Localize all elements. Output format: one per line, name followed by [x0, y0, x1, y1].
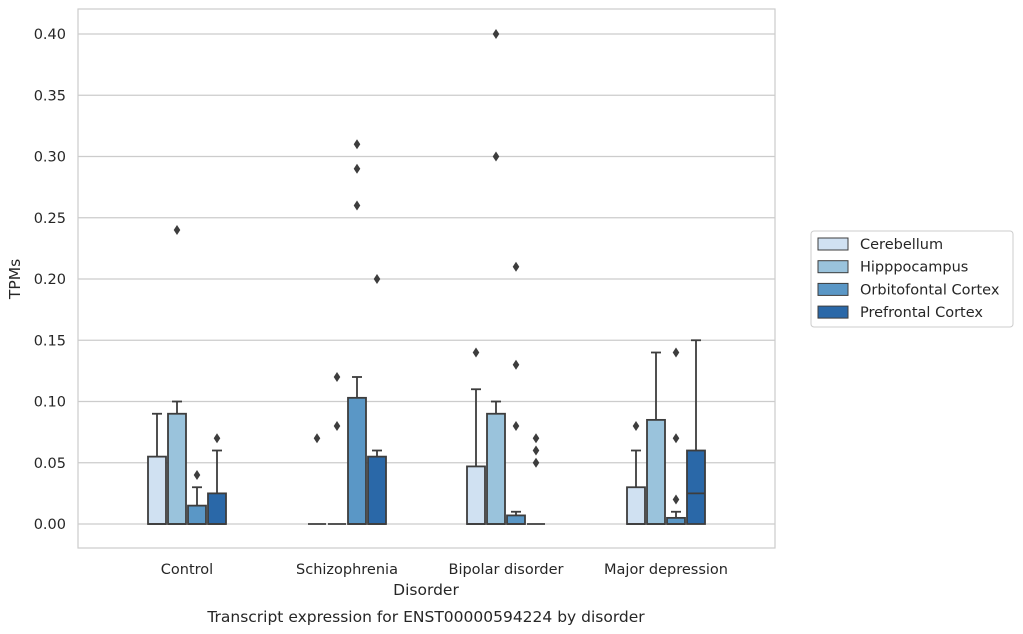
box-group [167, 225, 187, 525]
legend-label: Cerebellum [860, 237, 943, 253]
outlier-point [492, 151, 500, 162]
outlier-point [333, 421, 341, 431]
box-group [347, 139, 367, 525]
y-tick-label: 0.30 [34, 150, 66, 166]
outlier-point [333, 372, 341, 382]
legend-item: Cerebellum [817, 237, 943, 253]
x-tick-labels: Control Schizophrenia Bipolar disorder Majo… [161, 562, 728, 578]
legend-item: Prefrontal Cortex [817, 305, 983, 321]
outlier-point [672, 347, 680, 358]
x-tick-label: Schizophrenia [296, 562, 398, 578]
legend-swatch [817, 260, 849, 274]
y-tick-label: 0.10 [34, 395, 66, 411]
box-group [367, 274, 387, 525]
legend-item: Hipppocampus [817, 260, 968, 276]
series-prefrontal-cortex [207, 274, 706, 525]
outlier-point [353, 139, 361, 150]
chart-caption: Transcript expression for ENST0000059422… [206, 608, 645, 626]
plot-area-frame [77, 8, 776, 549]
box-group [666, 347, 686, 525]
box-iqr [367, 455, 387, 525]
box-iqr [626, 486, 646, 525]
outlier-point [193, 470, 201, 480]
outlier-point [472, 347, 480, 358]
box-iqr [167, 412, 187, 525]
box-group [187, 470, 207, 525]
box-iqr [466, 465, 486, 525]
outlier-point [532, 457, 540, 468]
box-group [626, 421, 646, 525]
box-group [207, 433, 227, 525]
outlier-point [353, 200, 361, 211]
series-hipppocampus [167, 29, 666, 525]
box-iqr [187, 504, 207, 525]
outlier-point [353, 163, 361, 174]
box-iqr [147, 455, 167, 525]
legend-swatch [817, 237, 849, 251]
box-group [328, 372, 346, 525]
box-group [486, 29, 506, 525]
outlier-point [672, 494, 680, 505]
grid-lines [78, 33, 775, 525]
x-tick-label: Bipolar disorder [449, 562, 564, 578]
legend-label: Orbitofontal Cortex [860, 282, 1000, 298]
legend-items: Cerebellum Hipppocampus Orbitofontal Corte… [817, 237, 1000, 321]
y-tick-label: 0.15 [34, 333, 66, 349]
box-series [147, 29, 706, 525]
box-iqr [506, 514, 526, 525]
series-cerebellum [147, 347, 646, 525]
box-iqr [646, 418, 666, 525]
outlier-point [373, 274, 381, 284]
outlier-point [512, 261, 520, 272]
box-iqr [347, 396, 367, 525]
outlier-point [512, 421, 520, 431]
outlier-point [512, 359, 520, 370]
legend-frame [810, 230, 1014, 328]
box-iqr [207, 492, 227, 525]
box-group [646, 351, 666, 525]
box-group [686, 339, 706, 525]
y-tick-label: 0.25 [34, 211, 66, 227]
box-group [506, 261, 526, 525]
x-tick-label: Control [161, 562, 213, 578]
y-tick-label: 0.05 [34, 456, 66, 472]
legend-label: Prefrontal Cortex [860, 305, 983, 321]
legend-swatch [817, 305, 849, 319]
legend-item: Orbitofontal Cortex [817, 282, 1000, 298]
outlier-point [492, 29, 500, 39]
box-iqr [686, 449, 706, 525]
y-tick-label: 0.35 [34, 88, 66, 104]
outlier-point [313, 433, 321, 444]
outlier-point [173, 225, 181, 235]
legend: Cerebellum Hipppocampus Orbitofontal Corte… [810, 230, 1014, 328]
y-tick-label: 0.20 [34, 272, 66, 288]
box-iqr [486, 412, 506, 525]
legend-swatch [817, 282, 849, 296]
box-iqr [666, 516, 686, 525]
y-tick-label: 0.40 [34, 27, 66, 43]
x-axis-label: Disorder [393, 581, 459, 599]
legend-label: Hipppocampus [860, 260, 968, 276]
outlier-point [213, 433, 221, 444]
x-tick-label: Major depression [604, 562, 728, 578]
box-group [147, 412, 167, 525]
outlier-point [532, 445, 540, 456]
box-group [308, 433, 326, 525]
box-group [527, 433, 545, 525]
y-tick-label: 0.00 [34, 517, 66, 533]
y-axis-label: TPMs [6, 259, 24, 300]
outlier-point [672, 433, 680, 444]
box-group [466, 347, 486, 525]
y-tick-labels: 0.00 0.05 0.10 0.15 0.20 0.25 0.30 0.35 0.40 [34, 27, 66, 533]
outlier-point [632, 421, 640, 431]
series-orbitofontal-cortex [187, 139, 686, 525]
outlier-point [532, 433, 540, 444]
